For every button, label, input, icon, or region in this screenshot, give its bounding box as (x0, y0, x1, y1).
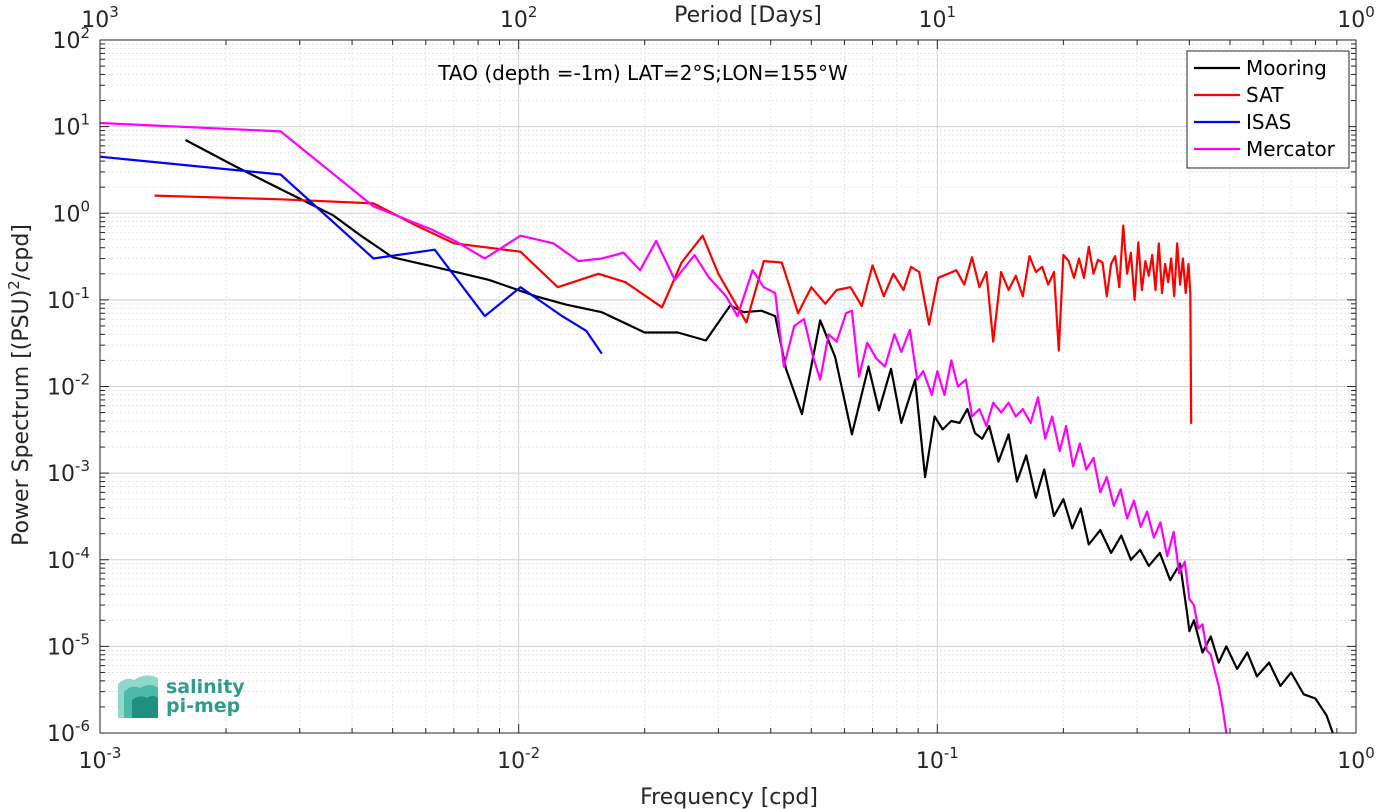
y-tick-label: 10-3 (47, 457, 90, 487)
y-tick-label: 100 (52, 197, 90, 227)
y-tick-label: 101 (52, 111, 90, 141)
x-axis-title: Frequency [cpd] (640, 785, 818, 809)
salinity-pi-mep-logo: salinity pi-mep (118, 675, 245, 718)
top-tick-label: 101 (919, 3, 957, 33)
x-tick-label: 100 (1337, 744, 1375, 774)
x-tick-label: 10-3 (79, 744, 122, 774)
logo-line2: pi-mep (166, 695, 240, 717)
x-tick-label: 10-1 (916, 744, 959, 774)
y-axis-title: Power Spectrum [(PSU)2/cpd] (5, 224, 34, 546)
series-line-isas (99, 155, 603, 355)
legend-label-mercator: Mercator (1246, 137, 1336, 161)
series-line-sat (154, 194, 1193, 424)
y-tick-label: 10-4 (47, 544, 90, 574)
y-tick-label: 10-6 (47, 717, 90, 747)
top-tick-label: 103 (81, 3, 119, 33)
y-tick-label: 10-2 (47, 371, 90, 401)
y-tick-label: 102 (52, 24, 90, 54)
y-tick-label: 10-5 (47, 630, 90, 660)
legend-label-mooring: Mooring (1246, 56, 1327, 80)
series-line-mercator (99, 121, 1228, 734)
legend-label-sat: SAT (1246, 83, 1284, 107)
top-tick-label: 100 (1337, 3, 1375, 33)
top-tick-label: 102 (500, 3, 538, 33)
legend-label-isas: ISAS (1246, 110, 1291, 134)
chart-annotation: TAO (depth =-1m) LAT=2°S;LON=155°W (437, 61, 848, 85)
legend: Mooring SAT ISAS Mercator (1186, 50, 1350, 169)
logo-line1: salinity (166, 676, 245, 698)
grid-lines (100, 40, 1356, 733)
series-lines (99, 121, 1334, 734)
y-tick-label: 10-1 (47, 284, 90, 314)
x-tick-label: 10-2 (497, 744, 540, 774)
series-line-mooring (184, 139, 1334, 734)
top-axis-title: Period [Days] (674, 3, 822, 28)
